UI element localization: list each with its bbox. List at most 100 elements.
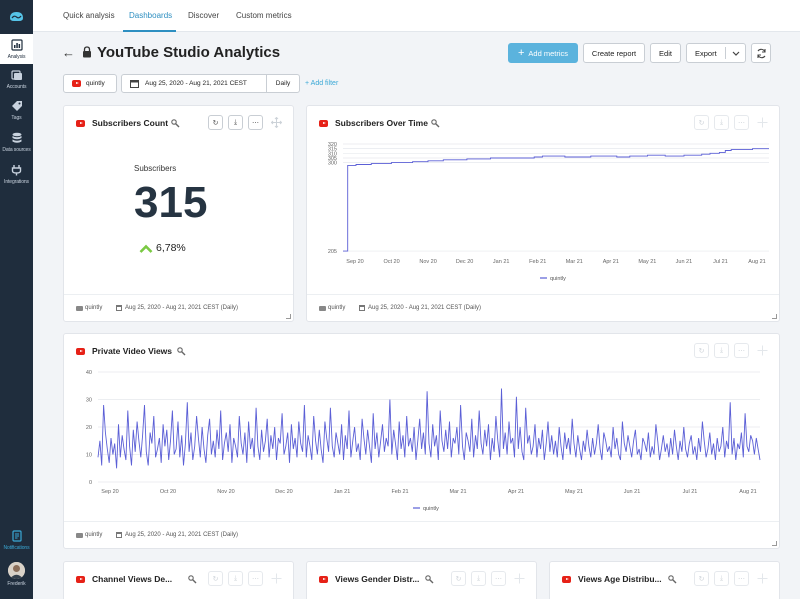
refresh-card-button[interactable]: ↻ — [694, 571, 709, 586]
youtube-icon — [319, 306, 326, 311]
tab-discover[interactable]: Discover — [188, 11, 220, 20]
more-options-button[interactable]: ⋯ — [734, 571, 749, 586]
move-icon[interactable] — [757, 117, 768, 128]
wrench-icon[interactable] — [431, 119, 440, 128]
y-tick-label: 10 — [86, 453, 92, 459]
move-icon[interactable] — [514, 573, 525, 584]
tab-dashboards[interactable]: Dashboards — [129, 11, 173, 20]
refresh-icon: ↻ — [698, 119, 705, 127]
card-title: Private Video Views — [92, 346, 173, 356]
calendar-icon — [359, 305, 365, 311]
plug-icon — [11, 165, 21, 176]
private-video-views-card: Private Video Views ↻ ⤓ ⋯ 0 10 20 30 40 Sep 2… — [63, 333, 780, 549]
more-options-button[interactable]: ⋯ — [734, 115, 749, 130]
sidebar-item-analysis[interactable]: Analysis — [0, 34, 33, 64]
youtube-icon — [72, 80, 81, 87]
button-divider — [725, 47, 726, 59]
refresh-card-button[interactable]: ↻ — [694, 115, 709, 130]
date-range-label: Aug 25, 2020 - Aug 21, 2021 CEST — [145, 80, 247, 87]
footer-source: quintly — [328, 305, 346, 311]
more-options-button[interactable]: ⋯ — [248, 115, 263, 130]
add-filter-link[interactable]: + Add filter — [305, 80, 339, 87]
move-icon[interactable] — [757, 345, 768, 356]
refresh-card-button[interactable]: ↻ — [451, 571, 466, 586]
kpi-label: Subscribers — [134, 164, 177, 173]
resize-handle[interactable] — [772, 541, 777, 546]
more-options-button[interactable]: ⋯ — [491, 571, 506, 586]
resize-handle[interactable] — [772, 314, 777, 319]
x-tick-label: May 21 — [565, 489, 583, 495]
quintly-logo-icon[interactable] — [8, 9, 25, 23]
youtube-icon — [76, 576, 85, 583]
x-tick-label: Dec 20 — [275, 489, 292, 495]
wrench-icon[interactable] — [177, 347, 186, 356]
legend-label: quintly — [550, 276, 566, 282]
sidebar-item-tags[interactable]: Tags — [0, 100, 33, 121]
sidebar: Analysis Accounts Tags Data sources Inte… — [0, 0, 33, 599]
sidebar-item-accounts[interactable]: Accounts — [0, 69, 33, 90]
download-icon: ⤓ — [476, 574, 481, 582]
more-icon: ⋯ — [252, 119, 259, 127]
chevron-down-icon[interactable] — [732, 51, 740, 56]
profile-filter[interactable]: quintly — [63, 74, 117, 93]
move-icon[interactable] — [271, 117, 282, 128]
accounts-icon — [10, 70, 22, 80]
create-report-button[interactable]: Create report — [583, 43, 645, 63]
x-tick-label: Feb 21 — [529, 259, 546, 265]
export-button[interactable]: Export — [686, 43, 746, 63]
more-options-button[interactable]: ⋯ — [734, 343, 749, 358]
download-icon: ⤓ — [719, 118, 724, 126]
wrench-icon[interactable] — [171, 119, 180, 128]
tab-custom-metrics[interactable]: Custom metrics — [236, 11, 292, 20]
kpi-delta: 6,78% — [156, 242, 186, 254]
download-button[interactable]: ⤓ — [714, 343, 729, 358]
more-options-button[interactable]: ⋯ — [248, 571, 263, 586]
tab-quick-analysis[interactable]: Quick analysis — [63, 11, 115, 20]
move-icon[interactable] — [271, 573, 282, 584]
subscribers-count-card: Subscribers Count ↻ ⤓ ⋯ Subscribers 315 … — [63, 105, 294, 322]
add-metrics-button[interactable]: + Add metrics — [508, 43, 578, 63]
x-tick-label: Oct 20 — [383, 259, 399, 265]
refresh-card-button[interactable]: ↻ — [208, 571, 223, 586]
x-tick-label: Sep 20 — [346, 259, 363, 265]
avatar[interactable] — [8, 562, 25, 579]
download-icon: ⤓ — [719, 574, 724, 582]
download-button[interactable]: ⤓ — [228, 115, 243, 130]
youtube-icon — [76, 120, 85, 127]
wrench-icon[interactable] — [425, 575, 434, 584]
download-button[interactable]: ⤓ — [471, 571, 486, 586]
wrench-icon[interactable] — [668, 575, 677, 584]
plus-icon: + — [517, 46, 525, 59]
y-tick-label: 40 — [86, 370, 92, 376]
sidebar-item-notifications[interactable]: Notifications — [0, 530, 33, 551]
youtube-icon — [319, 576, 328, 583]
lock-icon — [83, 46, 91, 58]
refresh-dashboard-button[interactable] — [751, 43, 771, 63]
sidebar-item-data-sources[interactable]: Data sources — [0, 132, 33, 153]
download-button[interactable]: ⤓ — [228, 571, 243, 586]
footer-date-range: Aug 25, 2020 - Aug 21, 2021 CEST (Daily) — [125, 305, 238, 311]
resize-handle[interactable] — [286, 314, 291, 319]
youtube-icon — [319, 120, 328, 127]
date-range-filter[interactable]: Aug 25, 2020 - Aug 21, 2021 CEST — [121, 74, 267, 93]
more-icon: ⋯ — [252, 575, 259, 583]
download-icon: ⤓ — [719, 346, 724, 354]
card-title: Channel Views De... — [92, 574, 173, 584]
sidebar-item-label: Data sources — [2, 147, 31, 153]
back-arrow-icon[interactable]: ← — [62, 45, 75, 60]
refresh-card-button[interactable]: ↻ — [208, 115, 223, 130]
move-icon[interactable] — [757, 573, 768, 584]
card-title: Subscribers Over Time — [335, 118, 428, 128]
sidebar-item-label: Analysis — [7, 54, 26, 60]
card-footer: quintly Aug 25, 2020 - Aug 21, 2021 CEST… — [64, 521, 779, 548]
calendar-icon — [116, 305, 122, 311]
download-button[interactable]: ⤓ — [714, 115, 729, 130]
edit-button[interactable]: Edit — [650, 43, 681, 63]
subscribers-over-time-card: Subscribers Over Time ↻ ⤓ ⋯ 205 300 305 310… — [306, 105, 780, 322]
interval-filter[interactable]: Daily — [266, 74, 300, 93]
sidebar-item-integrations[interactable]: Integrations — [0, 164, 33, 185]
refresh-card-button[interactable]: ↻ — [694, 343, 709, 358]
download-button[interactable]: ⤓ — [714, 571, 729, 586]
x-tick-label: Jul 21 — [713, 259, 728, 265]
wrench-icon[interactable] — [188, 575, 197, 584]
